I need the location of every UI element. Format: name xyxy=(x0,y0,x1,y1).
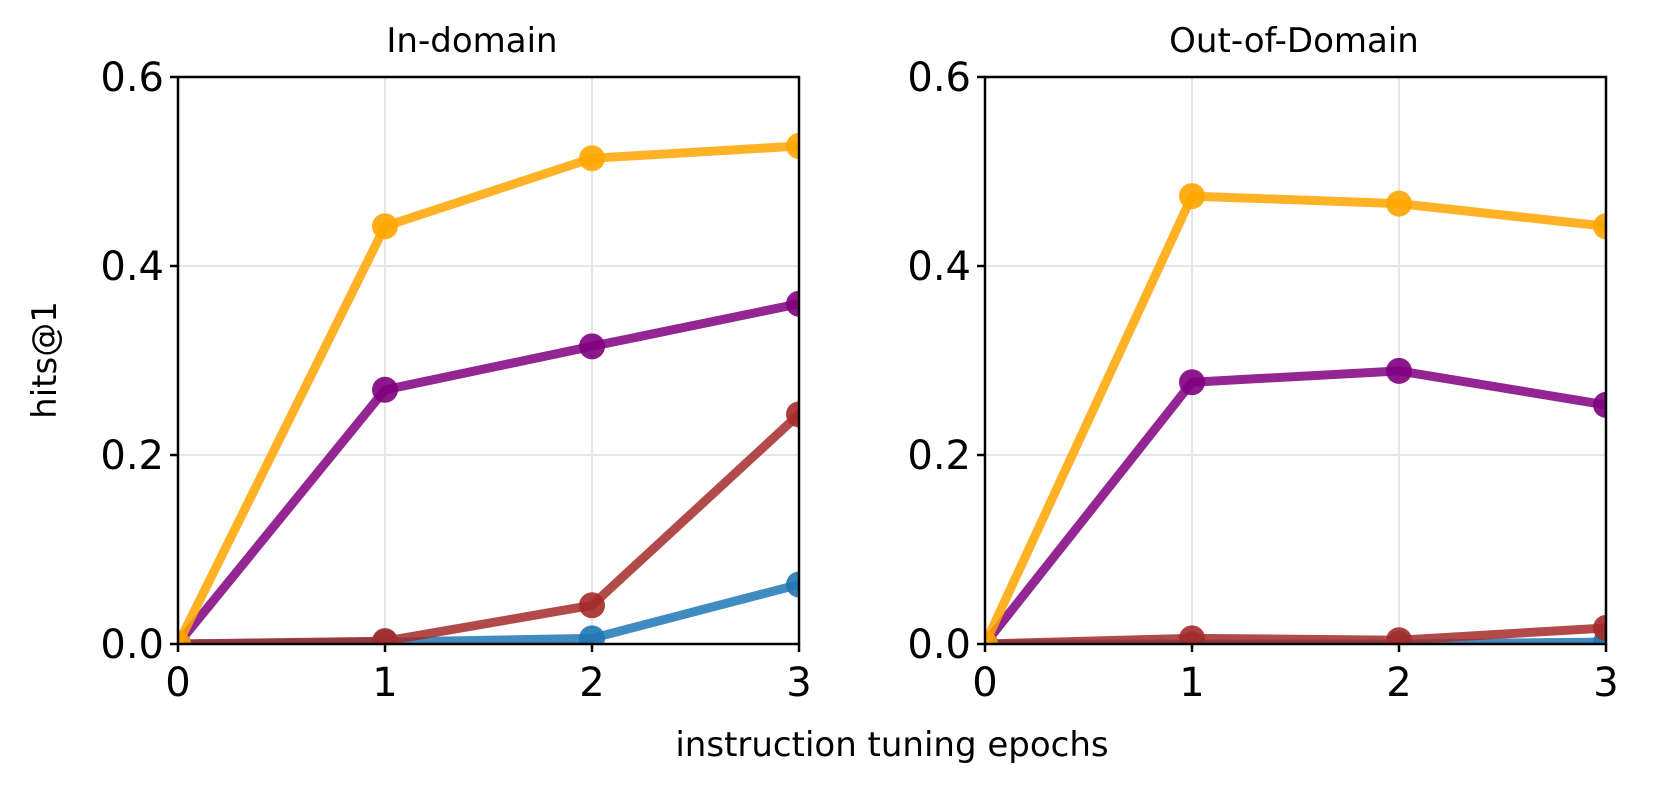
grid xyxy=(984,76,1607,645)
data-point xyxy=(786,571,799,598)
data-point xyxy=(786,401,799,428)
x-tick-label: 2 xyxy=(579,660,604,706)
y-axis-label: hits@1 xyxy=(25,301,65,419)
ticks: 0 1 2 3 0.0 0.2 0.4 0.6 xyxy=(907,55,1618,706)
data-point xyxy=(1179,625,1205,644)
x-tick-label: 0 xyxy=(165,660,190,706)
x-tick-label: 3 xyxy=(786,660,811,706)
data-point xyxy=(1593,213,1606,240)
data-point xyxy=(1386,190,1412,217)
data-point xyxy=(579,333,605,360)
panel-title: In-domain xyxy=(386,21,557,61)
series-line xyxy=(985,366,1606,644)
y-tick-label: 0.4 xyxy=(100,244,164,290)
data-point xyxy=(579,145,605,172)
data-point xyxy=(786,132,799,159)
x-tick-label: 3 xyxy=(1593,660,1618,706)
y-tick-label: 0.0 xyxy=(907,622,971,668)
data-point xyxy=(1386,627,1412,644)
series-group xyxy=(985,183,1606,644)
x-tick-label: 1 xyxy=(372,660,397,706)
y-tick-label: 0.6 xyxy=(907,55,971,101)
ticks: 0 1 2 3 0.0 0.2 0.4 0.6 xyxy=(100,55,811,706)
data-point xyxy=(1179,183,1205,210)
series-3 xyxy=(178,132,799,644)
series-3 xyxy=(985,183,1606,644)
series-line xyxy=(178,299,799,644)
x-tick-label: 2 xyxy=(1386,660,1411,706)
data-point xyxy=(372,628,398,644)
panel-title: Out-of-Domain xyxy=(1169,21,1419,61)
y-tick-label: 0.2 xyxy=(907,433,971,479)
data-point xyxy=(579,592,605,619)
x-tick-label: 0 xyxy=(972,660,997,706)
y-tick-label: 0.2 xyxy=(100,433,164,479)
data-point xyxy=(372,213,398,240)
data-point xyxy=(372,376,398,403)
plot-frame xyxy=(176,75,801,646)
panel-out-of-domain: Out-of-Domain 0 1 2 3 0.0 0.2 0.4 0.6 xyxy=(907,21,1618,706)
series-group xyxy=(178,132,799,644)
series-1 xyxy=(985,614,1606,644)
series-2 xyxy=(985,357,1606,644)
y-tick-label: 0.6 xyxy=(100,55,164,101)
x-axis-label: instruction tuning epochs xyxy=(675,725,1108,765)
y-tick-label: 0.4 xyxy=(907,244,971,290)
grid xyxy=(177,76,800,645)
series-line xyxy=(985,623,1606,644)
plot-frame xyxy=(983,75,1608,646)
data-point xyxy=(1179,369,1205,396)
series-line xyxy=(178,141,799,644)
data-point xyxy=(579,625,605,644)
y-tick-label: 0.0 xyxy=(100,622,164,668)
data-point xyxy=(1593,614,1606,641)
data-point xyxy=(985,631,998,644)
panel-in-domain: In-domain 0 1 2 3 0.0 0.2 0.4 0.6 xyxy=(100,21,811,706)
data-point xyxy=(1386,357,1412,384)
x-tick-label: 1 xyxy=(1179,660,1204,706)
series-1 xyxy=(178,401,799,644)
series-line xyxy=(178,409,799,644)
series-line xyxy=(985,191,1606,644)
data-point xyxy=(178,631,191,644)
data-point xyxy=(1593,391,1606,418)
data-point xyxy=(786,290,799,317)
series-line xyxy=(178,579,799,644)
